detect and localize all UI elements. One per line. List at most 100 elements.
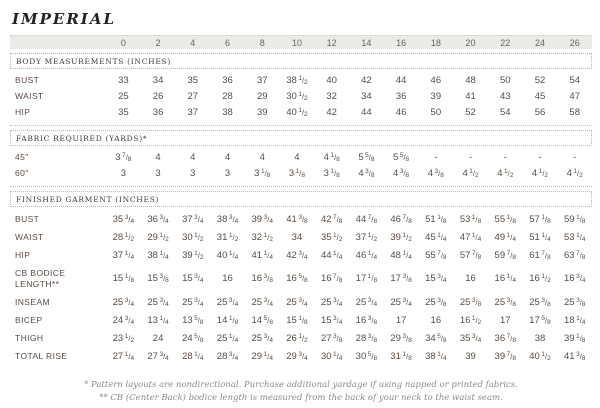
- cell-value: 4: [259, 151, 265, 163]
- section-divider: [10, 125, 592, 126]
- cell-value: 15 1/8: [112, 273, 135, 285]
- cell-value: 15 1/8: [286, 314, 308, 326]
- table-row: WAIST 28 1/2 29 1/2 30 1/2 31 1/2 32 1/2 34 35 1/2 37 1…: [10, 228, 592, 246]
- cell-value: 44: [395, 74, 407, 86]
- cell-value: 15 3/4: [320, 314, 343, 326]
- cell-value: 3: [190, 167, 196, 179]
- cell-value: 45: [534, 90, 546, 102]
- cell-value: 51 1/4: [529, 231, 551, 243]
- cell-value: 37 1/4: [112, 249, 135, 261]
- section-divider: [10, 186, 592, 187]
- cell-value: 4: [224, 151, 231, 163]
- size-column-header: 8: [259, 37, 265, 48]
- cell-value: 55 7/8: [425, 249, 447, 261]
- cell-value: 41 3/8: [286, 213, 308, 225]
- cell-value: 34: [152, 74, 164, 86]
- cell-value: 42: [326, 106, 337, 118]
- cell-value: 39: [465, 351, 476, 363]
- cell-value: 45 1/4: [425, 231, 447, 243]
- cell-value: 24: [152, 332, 164, 344]
- cell-value: 40 1/2: [286, 106, 308, 118]
- cell-value: 27 3/4: [147, 351, 169, 363]
- size-column-header: 10: [291, 37, 302, 48]
- cell-value: 56: [534, 106, 546, 118]
- cell-value: 63 7/8: [563, 249, 586, 261]
- cell-value: 17 5/8: [529, 314, 551, 326]
- cell-value: 4 1/2: [497, 167, 514, 179]
- cell-value: 37: [187, 106, 199, 118]
- section-rows: BUST 33 34 35 36 37 38 1/2 40 42 44 46 48 50 52 54 WAIST…: [10, 72, 592, 120]
- cell-value: 27 1/4: [112, 351, 135, 363]
- cell-value: 57 1/8: [529, 213, 551, 225]
- cell-value: 32: [326, 90, 337, 102]
- table-row: WAIST 25 26 27 28 29 30 1/2 32 34 36 39 41 43 45 47: [10, 88, 592, 104]
- cell-value: 25 3/4: [216, 296, 239, 308]
- cell-value: 29 3/8: [390, 332, 412, 344]
- table-row: TOTAL RISE 27 1/4 27 3/4 28 1/4 28 3/4 29 1/4 29 3/4…: [10, 348, 592, 366]
- cell-value: 30 1/4: [320, 351, 343, 363]
- cell-value: 46 7/8: [390, 213, 412, 225]
- cell-value: 39: [256, 106, 268, 118]
- cell-value: 3: [120, 167, 126, 179]
- cell-value: 36: [222, 74, 233, 86]
- table-row: BICEP 24 3/4 13 1/4 13 5/8 14 1/8 14 5/8 15 1/8 15 3/4…: [10, 311, 592, 329]
- cell-value: 41 3/8: [563, 351, 586, 363]
- cell-value: 31 1/2: [216, 231, 239, 243]
- row-label: BUST: [15, 74, 40, 85]
- cell-value: 17: [395, 314, 407, 326]
- row-label: HIP: [15, 250, 31, 261]
- cell-value: 25 3/4: [251, 296, 273, 308]
- cell-value: 3 1/8: [288, 167, 306, 179]
- cell-value: 26 1/2: [286, 332, 308, 344]
- cell-value: 16 7/8: [320, 273, 343, 285]
- row-label: 45": [15, 151, 29, 162]
- cell-value: 38: [222, 106, 233, 118]
- cell-value: -: [538, 151, 542, 163]
- size-column-header: 12: [326, 37, 337, 48]
- cell-value: 5 5/8: [358, 151, 375, 163]
- cell-value: 4 3/8: [358, 167, 375, 179]
- size-column-header: 2: [155, 37, 161, 48]
- cell-value: 25 3/4: [147, 296, 169, 308]
- cell-value: 61 7/8: [529, 249, 551, 261]
- cell-value: 13 1/4: [147, 314, 169, 326]
- cell-value: 16: [465, 273, 476, 285]
- cell-value: 46: [430, 74, 442, 86]
- cell-value: 52: [465, 106, 476, 118]
- cell-value: 24 3/4: [112, 314, 135, 326]
- cell-value: 46 1/4: [355, 249, 378, 261]
- cell-value: 48 1/4: [390, 249, 412, 261]
- cell-value: 37: [256, 74, 268, 86]
- size-column-header: 14: [361, 37, 372, 48]
- row-label: HIP: [15, 106, 31, 117]
- cell-value: 37 3/4: [182, 213, 204, 225]
- table-row: BUST 33 34 35 36 37 38 1/2 40 42 44 46 48 50 52 54: [10, 72, 592, 88]
- cell-value: 35 1/2: [320, 231, 343, 243]
- size-column-header: 20: [465, 37, 476, 48]
- section-rows: 45" 3 7/8 4 4 4 4 4 4 1/8 5 5/8 5 5/8 - - - - - 60" 3 3 3 3 3 1/8…: [10, 149, 592, 181]
- cell-value: 29 1/4: [251, 351, 273, 363]
- cell-value: 18 1/4: [563, 314, 586, 326]
- cell-value: 16 3/8: [355, 314, 378, 326]
- cell-value: 25 1/4: [216, 332, 239, 344]
- cell-value: 34 5/8: [425, 332, 447, 344]
- cell-value: 44 7/8: [355, 213, 378, 225]
- table-row: 60" 3 3 3 3 3 1/8 3 1/8 3 1/8 4 3/8 4 3/8 4 3/8 4 1/2 4 1/2 4…: [10, 165, 592, 181]
- cell-value: 23 1/2: [112, 332, 135, 344]
- cell-value: 40: [326, 74, 337, 86]
- table-row: HIP 35 36 37 38 39 40 1/2 42 44 46 50 52 54 56 58: [10, 104, 592, 120]
- cell-value: 26: [152, 90, 164, 102]
- row-label: BUST: [15, 213, 40, 224]
- cell-value: 51 1/8: [425, 213, 447, 225]
- cell-value: 41 1/4: [251, 249, 273, 261]
- cell-value: 28 1/2: [112, 231, 135, 243]
- cell-value: 15 3/4: [425, 273, 447, 285]
- row-label: WAIST: [15, 231, 44, 242]
- cell-value: 40 1/2: [529, 351, 551, 363]
- cell-value: 44: [361, 106, 372, 118]
- cell-value: 36: [152, 106, 164, 118]
- size-column-header: 24: [534, 37, 545, 48]
- chart-title: IMPERIAL: [12, 10, 117, 28]
- cell-value: 29 3/4: [286, 351, 308, 363]
